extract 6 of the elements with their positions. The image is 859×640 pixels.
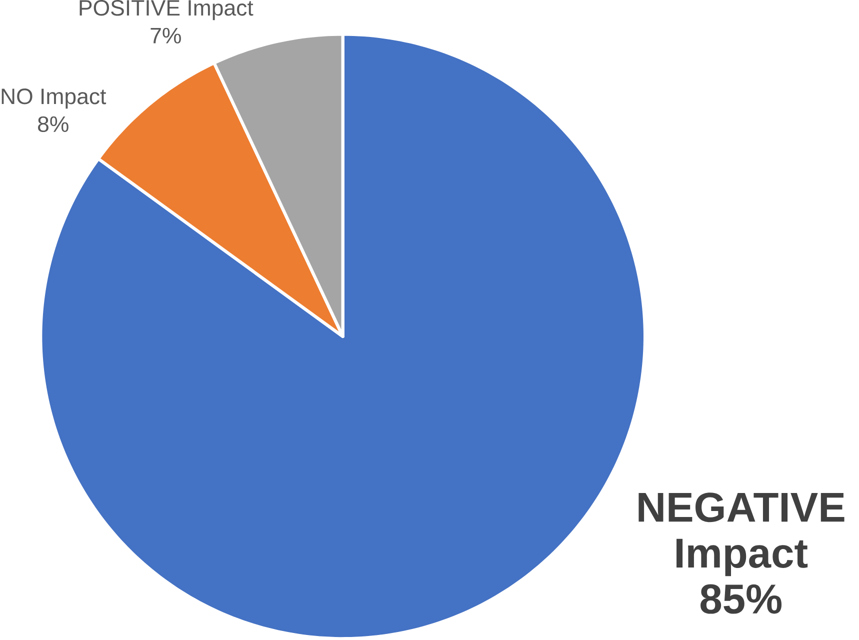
- data-label: 85%: [700, 584, 782, 614]
- data-label: 8%: [38, 116, 68, 132]
- slice-label: NEGATIVE Impact: [638, 492, 844, 576]
- slice-label: POSITIVE Impact: [80, 0, 254, 20]
- data-label: 7%: [150, 28, 181, 44]
- slice-label: NO Impact: [2, 88, 106, 109]
